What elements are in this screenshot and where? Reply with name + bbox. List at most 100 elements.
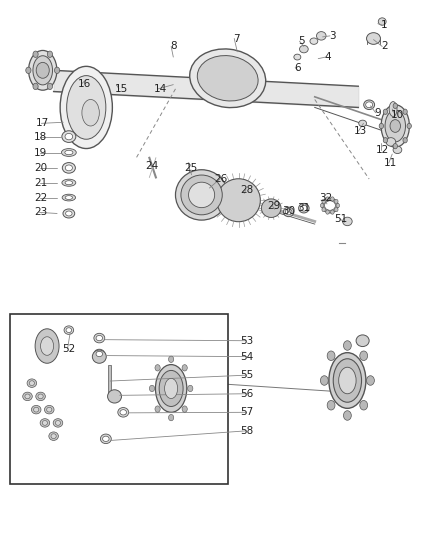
Ellipse shape (190, 49, 266, 108)
Text: 30: 30 (282, 206, 295, 216)
Circle shape (335, 199, 338, 204)
Ellipse shape (188, 182, 215, 208)
Ellipse shape (364, 100, 374, 110)
Ellipse shape (64, 326, 74, 334)
Ellipse shape (36, 392, 46, 401)
Circle shape (393, 143, 397, 149)
Ellipse shape (96, 335, 102, 341)
Ellipse shape (300, 205, 307, 211)
Circle shape (326, 210, 329, 214)
Ellipse shape (62, 179, 76, 186)
Ellipse shape (378, 18, 386, 25)
Circle shape (331, 210, 334, 214)
Text: 26: 26 (215, 174, 228, 184)
Ellipse shape (29, 381, 35, 385)
Ellipse shape (45, 406, 54, 414)
Ellipse shape (333, 359, 361, 402)
Text: 32: 32 (319, 192, 332, 203)
Ellipse shape (217, 179, 260, 222)
Ellipse shape (299, 204, 309, 213)
Text: 3: 3 (329, 31, 336, 41)
Circle shape (36, 62, 49, 78)
Ellipse shape (181, 175, 222, 215)
Ellipse shape (60, 66, 113, 149)
Ellipse shape (40, 419, 49, 427)
Ellipse shape (65, 150, 73, 155)
Text: 7: 7 (233, 34, 240, 44)
Ellipse shape (65, 133, 73, 140)
Circle shape (33, 83, 38, 90)
Text: 21: 21 (34, 177, 47, 188)
Ellipse shape (389, 102, 397, 116)
Ellipse shape (92, 350, 106, 364)
Text: 53: 53 (240, 336, 254, 346)
Circle shape (169, 356, 174, 362)
Ellipse shape (102, 436, 109, 441)
Circle shape (367, 376, 374, 385)
Circle shape (321, 376, 328, 385)
Ellipse shape (34, 407, 39, 412)
Ellipse shape (62, 194, 75, 201)
Circle shape (335, 207, 338, 212)
Circle shape (360, 400, 367, 410)
Ellipse shape (300, 45, 308, 53)
Text: 6: 6 (294, 63, 300, 72)
Ellipse shape (310, 38, 318, 44)
Ellipse shape (65, 181, 73, 185)
Ellipse shape (28, 51, 57, 90)
Ellipse shape (261, 199, 281, 217)
Text: 10: 10 (391, 110, 404, 120)
Text: 8: 8 (170, 42, 177, 52)
Ellipse shape (393, 146, 402, 154)
Ellipse shape (108, 390, 121, 403)
Ellipse shape (55, 421, 60, 425)
Circle shape (33, 51, 38, 58)
Ellipse shape (38, 394, 43, 399)
Circle shape (47, 83, 53, 90)
Ellipse shape (42, 421, 47, 425)
Text: 13: 13 (354, 126, 367, 136)
Ellipse shape (63, 209, 75, 218)
Circle shape (407, 123, 411, 128)
Circle shape (182, 365, 187, 371)
Ellipse shape (25, 394, 30, 399)
Ellipse shape (27, 379, 37, 387)
Text: 25: 25 (184, 164, 198, 173)
Ellipse shape (82, 100, 99, 126)
Ellipse shape (66, 328, 72, 333)
Ellipse shape (359, 120, 367, 126)
Circle shape (326, 197, 329, 201)
Circle shape (331, 197, 334, 201)
Ellipse shape (67, 76, 106, 139)
Ellipse shape (65, 165, 72, 171)
Ellipse shape (381, 105, 410, 147)
Text: 19: 19 (34, 148, 47, 158)
Ellipse shape (47, 407, 52, 412)
Text: 15: 15 (114, 84, 128, 94)
Text: 16: 16 (78, 78, 91, 88)
Ellipse shape (33, 56, 53, 85)
Circle shape (47, 51, 53, 58)
Ellipse shape (159, 370, 183, 407)
Ellipse shape (49, 432, 58, 440)
Circle shape (327, 351, 335, 360)
Text: 57: 57 (240, 407, 254, 417)
Ellipse shape (66, 211, 72, 216)
Ellipse shape (176, 169, 228, 220)
Text: 12: 12 (375, 145, 389, 155)
Ellipse shape (61, 149, 76, 156)
Text: 55: 55 (240, 370, 254, 380)
Ellipse shape (283, 207, 294, 216)
Ellipse shape (385, 110, 406, 142)
Bar (10, 314, 228, 484)
Circle shape (322, 207, 325, 212)
Circle shape (149, 385, 155, 392)
Text: 52: 52 (62, 344, 75, 354)
Ellipse shape (322, 198, 338, 213)
Circle shape (343, 341, 351, 350)
Ellipse shape (155, 365, 187, 413)
Text: 17: 17 (36, 118, 49, 128)
Text: 5: 5 (298, 36, 305, 46)
Text: 18: 18 (34, 132, 47, 142)
Ellipse shape (96, 351, 102, 357)
